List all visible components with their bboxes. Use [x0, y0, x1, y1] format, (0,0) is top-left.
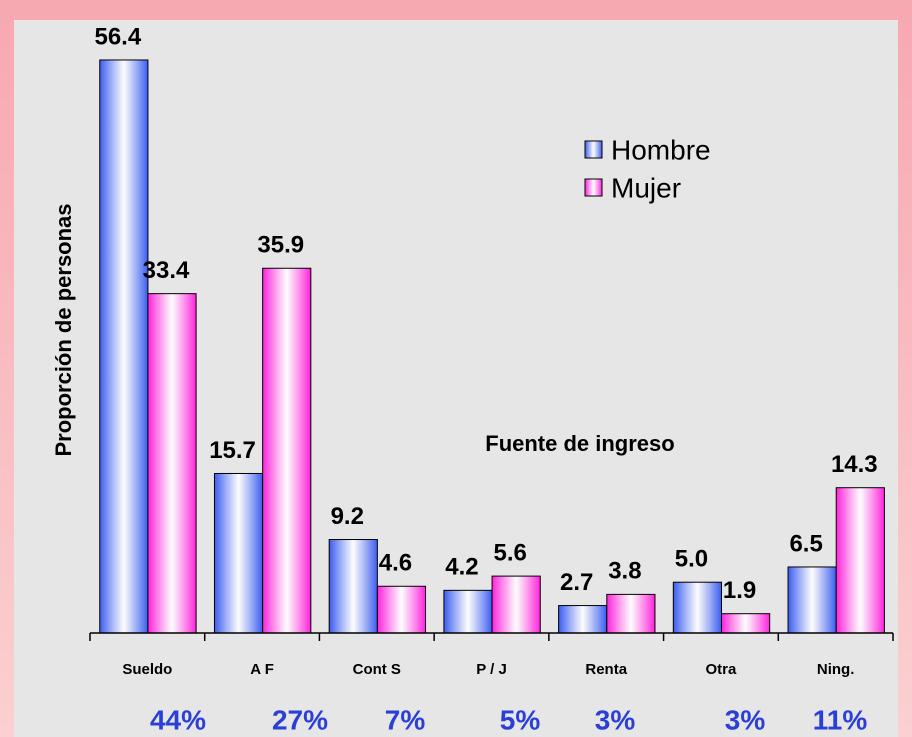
bar [443, 589, 493, 634]
footer-label: 7% [385, 704, 426, 735]
value-label: 1.9 [723, 577, 756, 604]
footer-label: 44% [150, 704, 206, 735]
x-tick-label: A F [250, 661, 274, 678]
footer-label: 3% [595, 704, 636, 735]
value-label: 4.2 [445, 554, 478, 581]
bar [213, 472, 264, 634]
annotation: Fuente de ingreso [485, 431, 674, 456]
bar [672, 581, 723, 634]
footer-label: 11% [813, 704, 868, 735]
bar [491, 575, 541, 634]
x-tick-label: Renta [585, 661, 627, 678]
footer-label: 5% [500, 704, 541, 735]
value-label: 56.4 [94, 23, 141, 50]
x-tick-label: Sueldo [122, 661, 172, 678]
bar [376, 585, 427, 634]
footer-label: 27% [272, 704, 328, 735]
y-axis-label: Proporción de personas [51, 203, 76, 456]
value-label: 33.4 [143, 257, 190, 284]
bar [721, 613, 771, 634]
x-tick-label: Ning. [817, 661, 855, 678]
legend-swatch [584, 140, 603, 159]
bar [835, 487, 885, 634]
value-label: 14.3 [831, 451, 878, 478]
bar [787, 566, 837, 634]
value-label: 6.5 [789, 530, 822, 557]
value-label: 35.9 [257, 232, 304, 259]
x-tick-label: P / J [476, 661, 507, 678]
x-tick-label: Cont S [353, 661, 401, 678]
value-label: 2.7 [560, 569, 593, 596]
value-label: 3.8 [608, 558, 641, 585]
value-label: 5.6 [493, 539, 526, 566]
legend-swatch [584, 178, 603, 197]
bar [147, 293, 197, 634]
bar [606, 593, 656, 634]
x-tick-label: Otra [706, 661, 738, 678]
value-label: 5.0 [675, 546, 708, 573]
bar [99, 59, 149, 634]
value-label: 15.7 [209, 437, 256, 464]
legend-label: Mujer [611, 172, 681, 203]
value-label: 9.2 [331, 503, 364, 530]
bar [558, 605, 608, 634]
legend-label: Hombre [611, 134, 711, 165]
footer-label: 3% [725, 704, 766, 735]
bar [328, 539, 378, 634]
bar [262, 267, 312, 634]
value-label: 4.6 [379, 550, 412, 577]
